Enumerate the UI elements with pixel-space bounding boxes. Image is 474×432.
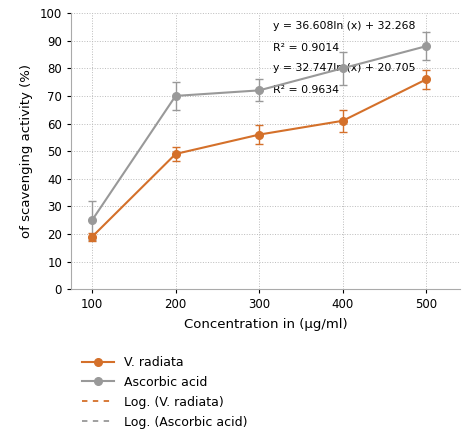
Y-axis label: of scavenging activity (%): of scavenging activity (%) bbox=[20, 64, 33, 238]
Text: y = 36.608ln (x) + 32.268: y = 36.608ln (x) + 32.268 bbox=[273, 21, 416, 31]
Legend: V. radiata, Ascorbic acid, Log. (V. radiata), Log. (Ascorbic acid): V. radiata, Ascorbic acid, Log. (V. radi… bbox=[77, 351, 252, 432]
Text: y = 32.747ln (x) + 20.705: y = 32.747ln (x) + 20.705 bbox=[273, 63, 416, 73]
X-axis label: Concentration in (μg/ml): Concentration in (μg/ml) bbox=[183, 318, 347, 331]
Text: R² = 0.9014: R² = 0.9014 bbox=[273, 43, 339, 54]
Text: R² = 0.9634: R² = 0.9634 bbox=[273, 85, 339, 95]
